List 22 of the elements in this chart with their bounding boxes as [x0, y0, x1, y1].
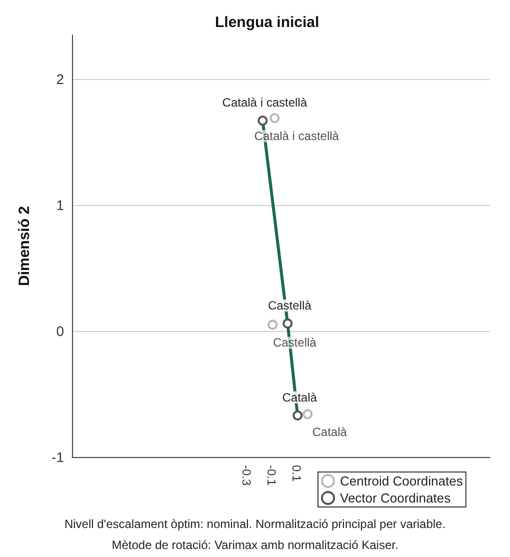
data-label: Castellà — [272, 336, 317, 350]
data-label: Català i castellà — [222, 96, 308, 110]
x-tick-label: -0.3 — [240, 465, 254, 486]
data-label: Català i castellà — [254, 129, 340, 144]
chart-title: Llengua inicial — [215, 14, 320, 31]
x-tick-label: -0.1 — [264, 465, 279, 486]
text: Mètode de rotació: Varimax amb normalització Kaiser. — [112, 538, 398, 552]
point — [302, 409, 313, 420]
point — [270, 113, 280, 124]
y-tick-label: -1 — [52, 449, 64, 465]
data-label: Castellà — [268, 298, 312, 312]
y-tick-label: 0 — [56, 323, 64, 340]
data-label: Català — [312, 425, 348, 440]
legend-label: Vector Coordinates — [340, 490, 452, 506]
legend-label: Centroid Coordinates — [340, 474, 464, 488]
y-tick-label: 2 — [56, 71, 64, 88]
y-tick-label: 1 — [56, 197, 64, 214]
x-tick-label: 0.1 — [290, 465, 304, 482]
text: Nivell d'escalament òptim: nominal. Normalització principal per variable. — [64, 517, 446, 531]
y-axis-title: Dimensió 2 — [16, 206, 33, 286]
point — [268, 320, 278, 330]
data-label: Català — [282, 390, 318, 404]
